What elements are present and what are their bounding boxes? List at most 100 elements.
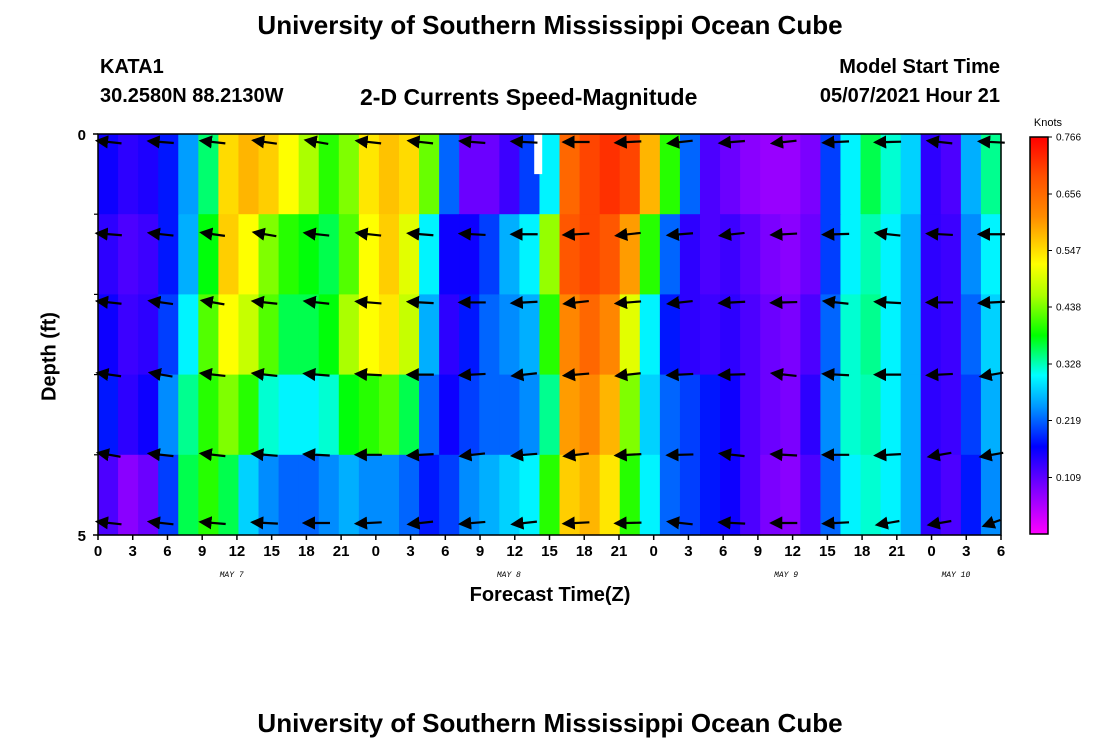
current-vector — [666, 135, 693, 149]
current-vector — [666, 516, 693, 530]
current-vector — [873, 448, 901, 462]
heatmap-cell — [659, 294, 681, 376]
current-vector — [147, 368, 173, 382]
heatmap-cell — [118, 134, 139, 215]
heatmap-cell — [880, 454, 902, 536]
heatmap-cell — [238, 214, 260, 295]
heatmap-cell — [238, 454, 260, 536]
heatmap-cell — [278, 294, 300, 376]
heatmap-cell — [519, 294, 541, 376]
current-vector — [146, 516, 174, 530]
colorbar: Knots 0.766 0.656 0.547 0.438 0.328 0.219 0.109 — [1029, 117, 1081, 535]
current-vector — [614, 227, 641, 241]
heatmap-cell — [960, 214, 982, 295]
heatmap-cell — [920, 374, 942, 456]
heatmap-cell — [138, 374, 159, 456]
heatmap-cell — [740, 294, 761, 376]
heatmap-cell — [780, 134, 801, 215]
y-tick-label: 5 — [78, 528, 86, 545]
heatmap-cell — [900, 134, 922, 215]
heatmap-cell — [760, 214, 781, 295]
current-vector — [613, 135, 642, 149]
heatmap-cell — [559, 134, 581, 215]
heatmap-cell — [619, 134, 641, 215]
heatmap-cell — [499, 374, 520, 456]
current-vector — [250, 448, 278, 462]
heatmap-cell — [639, 294, 661, 376]
current-vector — [717, 135, 746, 149]
heatmap-cell — [579, 134, 601, 215]
heatmap-cell — [118, 374, 139, 456]
current-vector — [509, 448, 538, 462]
heatmap-cell — [419, 134, 440, 215]
heatmap-cell — [258, 374, 280, 456]
heatmap-cell — [579, 214, 601, 295]
current-vector — [717, 448, 745, 462]
y-tick-label: 0 — [78, 127, 86, 144]
x-tick-label: 18 — [576, 543, 593, 560]
heatmap-cell — [740, 454, 761, 536]
heatmap-cell — [218, 134, 240, 215]
heatmap-cell — [860, 454, 882, 536]
heatmap-cell — [559, 294, 581, 376]
current-vector — [981, 516, 1001, 529]
heatmap-cell — [278, 454, 300, 536]
heatmap-cell — [419, 214, 440, 295]
current-vector — [353, 516, 382, 530]
heatmap-cell — [358, 374, 380, 456]
heatmap-cell — [479, 294, 500, 376]
heatmap-cell — [358, 134, 380, 215]
current-vector — [94, 135, 122, 149]
heatmap-cell — [439, 214, 460, 295]
heatmap-cell — [720, 214, 741, 295]
current-vector — [561, 368, 590, 382]
heatmap-cell — [619, 454, 641, 536]
heatmap-cell — [760, 454, 781, 536]
heatmap-cell — [900, 294, 922, 376]
x-tick-label: 6 — [441, 543, 449, 560]
heatmap-cell — [679, 374, 701, 456]
heatmap-cell — [639, 454, 661, 536]
current-vector — [561, 227, 590, 241]
current-vector — [717, 227, 745, 241]
current-vector — [250, 367, 278, 382]
current-vector — [769, 448, 798, 462]
heatmap-cell — [700, 374, 721, 456]
current-vector — [147, 295, 174, 309]
heatmap-cell — [158, 294, 179, 376]
current-vector — [198, 135, 226, 149]
heatmap-cell — [700, 454, 721, 536]
heatmap-cell — [900, 454, 922, 536]
heatmap-cell — [639, 134, 661, 215]
heatmap-cell — [399, 294, 420, 376]
heatmap-cell — [298, 374, 320, 456]
x-tick-label: 15 — [541, 543, 558, 560]
heatmap-cell — [880, 214, 902, 295]
heatmap-cell — [439, 454, 460, 536]
heatmap-cell — [820, 214, 842, 295]
current-vector — [457, 135, 486, 149]
heatmap-cell — [539, 214, 561, 295]
current-vector — [354, 227, 382, 241]
current-vector — [717, 295, 746, 310]
heatmap-cell — [218, 374, 240, 456]
date-label: MAY 9 — [774, 571, 798, 580]
current-vector — [926, 448, 952, 462]
heatmap-cell — [679, 214, 701, 295]
x-tick-label: 12 — [506, 543, 523, 560]
current-vector — [821, 295, 849, 309]
heatmap-cell — [358, 454, 380, 536]
x-tick-label: 12 — [229, 543, 246, 560]
heatmap-cell — [980, 214, 1002, 295]
current-vector — [199, 227, 226, 241]
heatmap-cell — [619, 294, 641, 376]
heatmap-cell — [198, 214, 219, 295]
heatmap-cell — [539, 294, 561, 376]
heatmap-cell — [559, 454, 581, 536]
heatmap-cell — [439, 134, 460, 215]
x-tick-label: 18 — [854, 543, 871, 560]
heatmap-cell — [338, 134, 360, 215]
x-tick-label: 3 — [406, 543, 414, 560]
heatmap-cell — [539, 134, 561, 215]
heatmap-cell — [940, 214, 962, 295]
